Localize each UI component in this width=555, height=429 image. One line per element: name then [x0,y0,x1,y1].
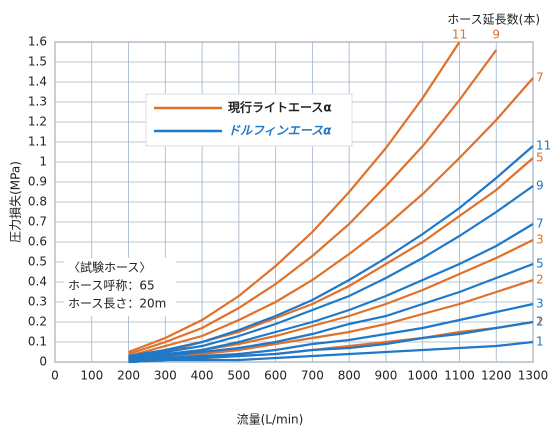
series-end-label: 7 [536,217,544,231]
y-tick-label: 0.4 [28,275,47,289]
y-tick-label: 0.6 [28,235,47,249]
x-tick-label: 300 [154,369,177,383]
series-end-label: 5 [536,151,544,165]
series-end-label: 11 [536,139,551,153]
series-end-label: 3 [536,233,544,247]
x-tick-label: 900 [374,369,397,383]
series-end-label: 9 [492,28,500,42]
legend-label: ドルフィンエースα [228,124,332,138]
series-end-label: 11 [452,28,467,42]
y-tick-label: 1.4 [28,75,47,89]
x-tick-label: 1200 [481,369,512,383]
series-line [128,185,534,360]
x-tick-label: 600 [264,369,287,383]
series-line [128,302,534,362]
series-line [128,262,534,362]
series-line [128,145,534,358]
y-tick-label: 1.1 [28,135,47,149]
y-tick-label: 0.7 [28,215,47,229]
x-tick-label: 500 [227,369,250,383]
series-line [128,320,534,364]
y-tick-label: 0.2 [28,315,47,329]
y-tick-label: 1.3 [28,95,47,109]
legend-label: 現行ライトエースα [228,100,332,115]
y-tick-label: 0.5 [28,255,47,269]
series-end-label: 5 [536,257,544,271]
series-end-label: 1 [536,315,544,329]
y-tick-label: 1.2 [28,115,47,129]
x-tick-label: 1000 [407,369,438,383]
series-end-label: 3 [536,297,544,311]
x-axis-label: 流量(L/min) [237,413,304,427]
y-tick-label: 0.9 [28,175,47,189]
annotation-line: ホース呼称：65 [68,279,155,293]
series-end-label: 2 [536,273,544,287]
y-axis-label: 圧力損失(MPa) [8,161,23,243]
x-tick-label: 700 [301,369,324,383]
series-label-title: ホース延長数(本) [447,12,540,27]
x-tick-label: 100 [80,369,103,383]
x-tick-label: 800 [338,369,361,383]
series-line [128,49,498,356]
legend-box [145,93,353,147]
annotation-line: ホース長さ：20m [68,297,166,311]
x-tick-label: 0 [51,369,59,383]
y-tick-label: 0.3 [28,295,47,309]
x-tick-label: 1300 [518,369,549,383]
x-tick-label: 1100 [444,369,475,383]
x-tick-label: 400 [191,369,214,383]
series-end-label: 7 [536,71,544,85]
series-line [128,77,534,358]
series-end-label: 1 [536,335,544,349]
y-tick-label: 1 [39,155,47,169]
y-tick-label: 0.8 [28,195,47,209]
series-end-label: 9 [536,179,544,193]
series-line [128,340,534,364]
y-tick-label: 1.5 [28,55,47,69]
series-line [128,223,534,360]
annotation-box [64,258,176,316]
x-tick-label: 200 [117,369,140,383]
series-end-label: 2 [536,315,544,329]
y-tick-label: 0 [39,355,47,369]
series-line [128,278,534,362]
y-tick-label: 1.6 [28,35,47,49]
annotation-line: 〈試験ホース〉 [68,260,151,275]
series-line [128,41,461,354]
y-tick-label: 0.1 [28,335,47,349]
